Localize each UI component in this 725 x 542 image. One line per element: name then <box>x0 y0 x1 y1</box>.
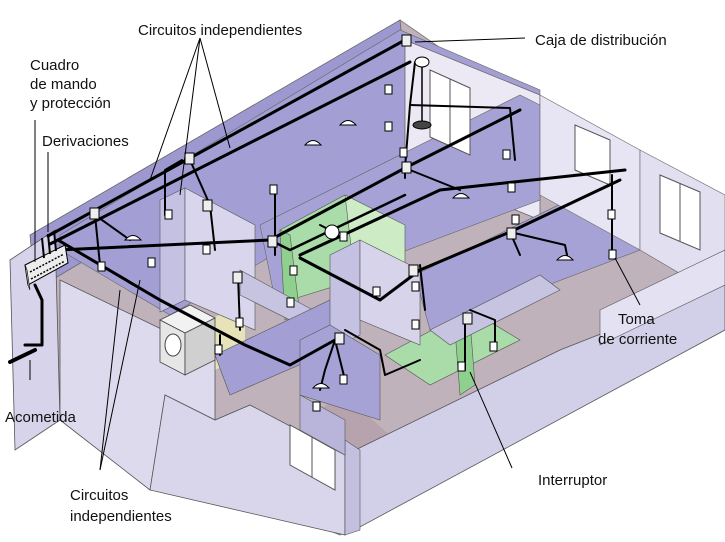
windows <box>429 69 701 251</box>
label-circuitos-bottom-line1: Circuitos <box>70 487 128 504</box>
electrical-elements <box>89 34 617 412</box>
socket <box>507 182 516 193</box>
junction-box <box>334 332 345 345</box>
junction-box <box>401 161 412 174</box>
socket <box>202 244 211 255</box>
ceiling-lamp <box>311 383 331 389</box>
front-walls <box>9 229 725 536</box>
labels: Circuitos independientes Caja de distrib… <box>5 22 677 525</box>
ceiling-lamp <box>123 235 143 241</box>
washing-machine <box>159 304 216 376</box>
label-toma-line1: Toma <box>618 311 655 328</box>
socket <box>608 249 617 260</box>
socket <box>399 147 408 158</box>
junction-box <box>408 264 419 277</box>
label-caja-distribucion: Caja de distribución <box>535 32 667 49</box>
ceiling-lamp <box>555 255 575 261</box>
socket <box>502 149 511 160</box>
socket <box>384 121 393 132</box>
socket <box>289 265 298 276</box>
socket <box>339 374 348 385</box>
socket <box>372 286 381 297</box>
ceiling-lamp <box>324 224 340 240</box>
junction-box <box>506 227 517 240</box>
label-cuadro-line1: Cuadro <box>30 57 79 74</box>
socket <box>489 341 498 352</box>
socket <box>214 344 223 355</box>
socket <box>339 231 348 242</box>
ceiling-lamp <box>303 140 323 146</box>
socket <box>511 214 520 225</box>
label-derivaciones: Derivaciones <box>42 133 129 150</box>
label-interruptor: Interruptor <box>538 472 607 489</box>
floor-lamp-base <box>412 120 432 130</box>
label-acometida: Acometida <box>5 409 77 426</box>
label-cuadro-line2: de mando <box>30 76 97 93</box>
junction-box <box>232 271 243 284</box>
socket <box>269 184 278 195</box>
control-panel <box>24 230 69 291</box>
socket <box>384 84 393 95</box>
junction-box <box>462 312 473 325</box>
junction-box <box>202 199 213 212</box>
socket <box>164 209 173 220</box>
socket <box>457 361 466 372</box>
label-circuitos-bottom-line2: independientes <box>70 508 172 525</box>
socket <box>286 297 295 308</box>
junction-box <box>267 235 278 248</box>
socket <box>411 319 420 330</box>
socket <box>607 209 616 220</box>
ceiling-lamp <box>338 120 358 126</box>
socket <box>235 317 244 328</box>
label-cuadro-line3: y protección <box>30 95 111 112</box>
junction-box <box>89 207 100 220</box>
socket <box>97 261 106 272</box>
label-circuitos-top: Circuitos independientes <box>138 22 302 39</box>
socket <box>312 401 321 412</box>
ceiling-lamp <box>414 56 430 68</box>
junction-box <box>401 34 412 47</box>
socket <box>147 257 156 268</box>
label-toma-line2: de corriente <box>598 331 677 348</box>
junction-box <box>184 152 195 165</box>
leader-lines <box>29 37 641 471</box>
socket <box>411 281 420 292</box>
ceiling-lamp <box>451 193 471 199</box>
